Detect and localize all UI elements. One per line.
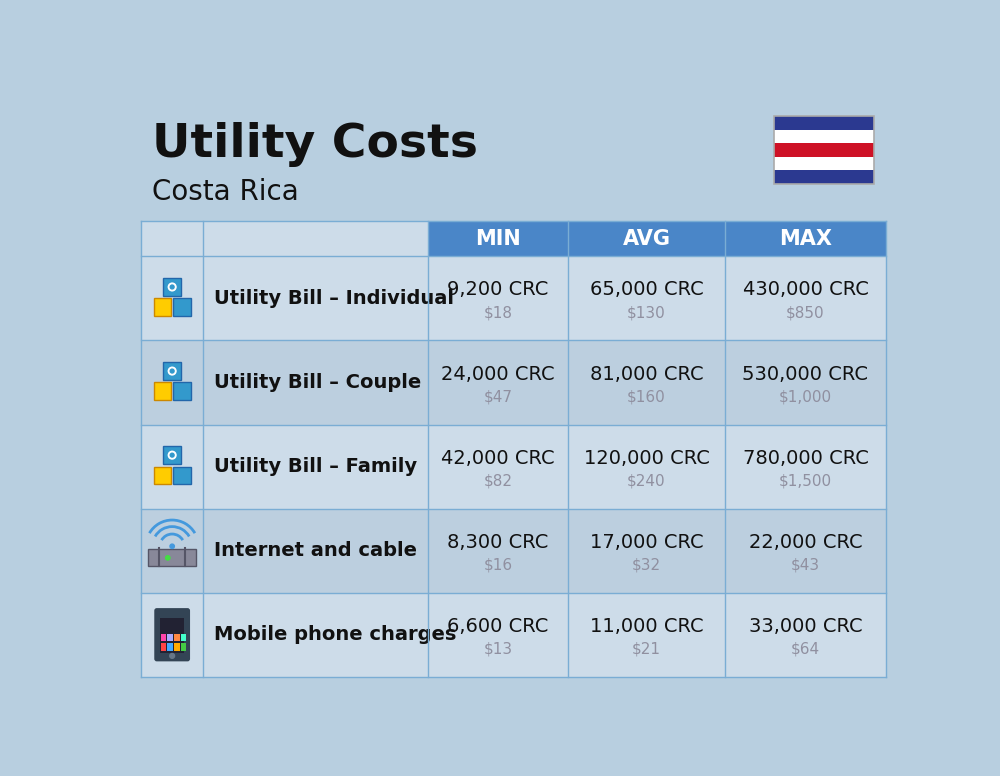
Text: $160: $160 bbox=[627, 390, 666, 404]
Text: 780,000 CRC: 780,000 CRC bbox=[743, 449, 868, 468]
Bar bbox=[428, 221, 568, 256]
Text: 65,000 CRC: 65,000 CRC bbox=[590, 280, 703, 300]
Text: $82: $82 bbox=[483, 473, 512, 488]
Bar bbox=[141, 593, 886, 677]
Text: MIN: MIN bbox=[475, 229, 521, 248]
Bar bbox=[141, 424, 886, 508]
Circle shape bbox=[168, 367, 176, 375]
Bar bbox=[173, 299, 191, 316]
Bar bbox=[181, 643, 186, 651]
Text: $43: $43 bbox=[791, 557, 820, 573]
Text: 8,300 CRC: 8,300 CRC bbox=[447, 533, 549, 552]
Text: Internet and cable: Internet and cable bbox=[214, 541, 417, 560]
Text: 24,000 CRC: 24,000 CRC bbox=[441, 365, 555, 383]
Bar bbox=[163, 362, 181, 379]
Bar bbox=[163, 446, 181, 464]
FancyBboxPatch shape bbox=[155, 609, 189, 660]
Bar bbox=[167, 634, 173, 642]
Bar bbox=[174, 634, 180, 642]
Text: $13: $13 bbox=[483, 642, 512, 656]
Text: 33,000 CRC: 33,000 CRC bbox=[749, 617, 862, 636]
Text: 11,000 CRC: 11,000 CRC bbox=[590, 617, 703, 636]
Text: 42,000 CRC: 42,000 CRC bbox=[441, 449, 555, 468]
Circle shape bbox=[166, 556, 170, 560]
Text: $64: $64 bbox=[791, 642, 820, 656]
Text: $32: $32 bbox=[632, 557, 661, 573]
Circle shape bbox=[168, 452, 176, 459]
Bar bbox=[167, 643, 173, 651]
Text: $47: $47 bbox=[483, 390, 512, 404]
Text: $1,500: $1,500 bbox=[779, 473, 832, 488]
Bar bbox=[154, 383, 171, 400]
Circle shape bbox=[170, 544, 174, 549]
Text: 22,000 CRC: 22,000 CRC bbox=[749, 533, 862, 552]
Text: Mobile phone charges: Mobile phone charges bbox=[214, 625, 456, 644]
Bar bbox=[774, 157, 874, 171]
Text: $18: $18 bbox=[483, 305, 512, 320]
Text: $240: $240 bbox=[627, 473, 666, 488]
Bar bbox=[141, 221, 428, 256]
Text: 81,000 CRC: 81,000 CRC bbox=[590, 365, 703, 383]
Bar bbox=[161, 643, 166, 651]
Text: $130: $130 bbox=[627, 305, 666, 320]
Bar bbox=[173, 383, 191, 400]
Bar bbox=[141, 341, 886, 424]
Circle shape bbox=[170, 369, 174, 373]
Bar bbox=[154, 299, 171, 316]
Text: MAX: MAX bbox=[779, 229, 832, 248]
Bar bbox=[141, 256, 886, 341]
Circle shape bbox=[170, 285, 174, 289]
Bar bbox=[148, 549, 196, 566]
Text: $16: $16 bbox=[483, 557, 512, 573]
Bar bbox=[154, 466, 171, 484]
Bar bbox=[774, 116, 874, 130]
Text: 120,000 CRC: 120,000 CRC bbox=[584, 449, 709, 468]
Bar bbox=[163, 278, 181, 296]
Bar bbox=[774, 116, 874, 184]
Bar bbox=[161, 634, 166, 642]
Text: 6,600 CRC: 6,600 CRC bbox=[447, 617, 549, 636]
Text: $1,000: $1,000 bbox=[779, 390, 832, 404]
Text: Utility Bill – Individual: Utility Bill – Individual bbox=[214, 289, 454, 308]
Bar bbox=[725, 221, 886, 256]
Text: 530,000 CRC: 530,000 CRC bbox=[742, 365, 868, 383]
Text: $21: $21 bbox=[632, 642, 661, 656]
Text: 17,000 CRC: 17,000 CRC bbox=[590, 533, 703, 552]
Bar bbox=[160, 618, 184, 653]
Text: 9,200 CRC: 9,200 CRC bbox=[447, 280, 549, 300]
Circle shape bbox=[170, 453, 174, 457]
Text: AVG: AVG bbox=[622, 229, 670, 248]
Text: $850: $850 bbox=[786, 305, 825, 320]
Circle shape bbox=[170, 653, 175, 658]
Bar bbox=[774, 130, 874, 144]
Text: 430,000 CRC: 430,000 CRC bbox=[743, 280, 868, 300]
Text: Utility Bill – Couple: Utility Bill – Couple bbox=[214, 373, 421, 392]
Bar bbox=[774, 144, 874, 157]
Text: Utility Bill – Family: Utility Bill – Family bbox=[214, 457, 417, 476]
Bar bbox=[141, 508, 886, 593]
Text: Utility Costs: Utility Costs bbox=[152, 123, 478, 168]
Bar bbox=[174, 643, 180, 651]
Circle shape bbox=[168, 283, 176, 291]
Bar bbox=[774, 171, 874, 184]
Bar bbox=[181, 634, 186, 642]
Bar bbox=[173, 466, 191, 484]
Text: Costa Rica: Costa Rica bbox=[152, 178, 299, 206]
Bar bbox=[568, 221, 725, 256]
